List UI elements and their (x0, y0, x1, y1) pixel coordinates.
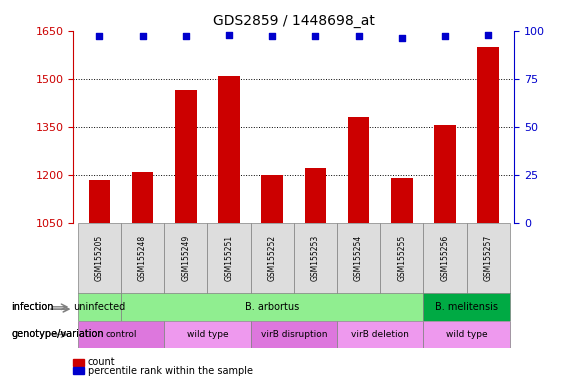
FancyBboxPatch shape (294, 223, 337, 294)
Bar (477, 47, 499, 384)
Point (311, 33, 320, 40)
Point (354, 33, 363, 40)
Point (138, 33, 147, 40)
FancyBboxPatch shape (337, 223, 380, 294)
Bar (434, 125, 456, 384)
Text: GSM155257: GSM155257 (484, 235, 493, 281)
FancyBboxPatch shape (251, 223, 294, 294)
Text: genotype/variation: genotype/variation (11, 329, 104, 339)
Bar (262, 175, 283, 384)
Text: GSM155205: GSM155205 (95, 235, 104, 281)
FancyBboxPatch shape (380, 223, 423, 294)
Text: GSM155253: GSM155253 (311, 235, 320, 281)
Text: GSM155255: GSM155255 (397, 235, 406, 281)
Text: infection: infection (11, 302, 54, 312)
FancyBboxPatch shape (423, 321, 510, 348)
Text: wild type: wild type (446, 330, 488, 339)
FancyBboxPatch shape (78, 293, 121, 321)
Text: virB deletion: virB deletion (351, 330, 409, 339)
Text: count: count (88, 357, 115, 367)
Bar (89, 180, 110, 384)
Bar (305, 168, 326, 384)
Text: wild type: wild type (186, 330, 228, 339)
Text: GSM155249: GSM155249 (181, 235, 190, 281)
Point (224, 31, 233, 38)
Bar (391, 178, 412, 384)
Text: genotype/variation: genotype/variation (11, 329, 104, 339)
Point (181, 33, 190, 40)
Point (484, 31, 493, 38)
Text: uninfected: uninfected (73, 302, 125, 312)
Text: percentile rank within the sample: percentile rank within the sample (88, 366, 253, 376)
Text: GSM155248: GSM155248 (138, 235, 147, 281)
FancyBboxPatch shape (121, 293, 423, 321)
Point (397, 35, 406, 41)
FancyBboxPatch shape (78, 223, 121, 294)
FancyBboxPatch shape (121, 223, 164, 294)
FancyBboxPatch shape (467, 223, 510, 294)
Bar (175, 90, 197, 384)
Text: B. arbortus: B. arbortus (245, 302, 299, 312)
Text: control: control (105, 330, 137, 339)
Text: infection: infection (11, 302, 54, 312)
Text: GSM155252: GSM155252 (268, 235, 277, 281)
Bar (218, 76, 240, 384)
Text: B. melitensis: B. melitensis (435, 302, 498, 312)
FancyBboxPatch shape (423, 293, 510, 321)
Text: GSM155254: GSM155254 (354, 235, 363, 281)
FancyBboxPatch shape (207, 223, 251, 294)
Bar (132, 172, 153, 384)
Text: virB disruption: virB disruption (260, 330, 327, 339)
Bar (348, 117, 370, 384)
FancyBboxPatch shape (78, 321, 164, 348)
Text: GSM155256: GSM155256 (441, 235, 450, 281)
Point (95, 33, 104, 40)
FancyBboxPatch shape (251, 321, 337, 348)
Point (441, 33, 450, 40)
Text: GSM155251: GSM155251 (224, 235, 233, 281)
FancyBboxPatch shape (164, 223, 207, 294)
FancyBboxPatch shape (423, 223, 467, 294)
Point (268, 33, 277, 40)
FancyBboxPatch shape (164, 321, 251, 348)
FancyBboxPatch shape (337, 321, 423, 348)
Title: GDS2859 / 1448698_at: GDS2859 / 1448698_at (213, 14, 375, 28)
